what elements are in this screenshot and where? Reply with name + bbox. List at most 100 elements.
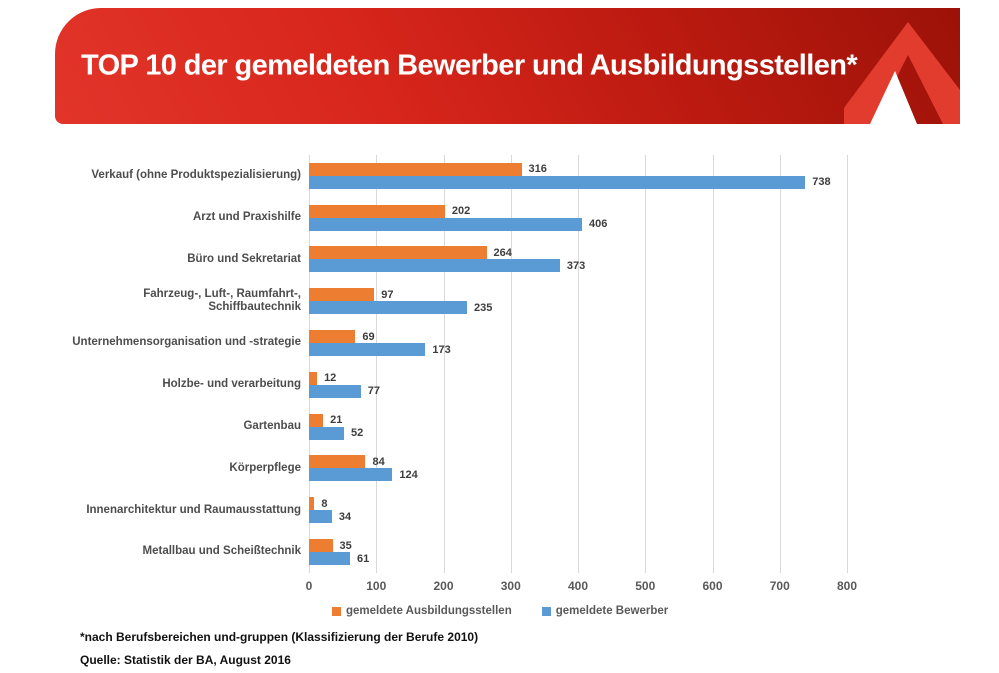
bar-ausbildungsstellen: 316: [309, 162, 547, 176]
category-row: Holzbe- und verarbeitung 12 77: [60, 364, 847, 406]
bar-value-label: 69: [362, 330, 375, 343]
bar-ausbildungsstellen: 264: [309, 246, 512, 260]
footnote-classification: *nach Berufsbereichen und-gruppen (Klass…: [80, 630, 479, 644]
legend-item: gemeldete Ausbildungsstellen: [332, 605, 512, 617]
category-row: Gartenbau 21 52: [60, 406, 847, 448]
x-axis-tick-label: 600: [702, 579, 723, 593]
gridline: [847, 155, 848, 573]
bar-ausbildungsstellen: 12: [309, 371, 336, 385]
category-bars: 264 373: [309, 239, 847, 281]
category-row: Arzt und Praxishilfe 202 406: [60, 197, 847, 239]
bar-value-label: 97: [381, 288, 394, 301]
bar-value-label: 738: [812, 176, 831, 189]
gridline: [376, 155, 378, 573]
bar-value-label: 316: [528, 163, 547, 176]
footnotes: *nach Berufsbereichen und-gruppen (Klass…: [80, 630, 478, 673]
bar-value-label: 235: [474, 301, 493, 314]
x-axis-tick-label: 200: [433, 579, 454, 593]
category-label: Gartenbau: [243, 420, 301, 433]
bar-bewerber: 77: [309, 384, 380, 398]
footnote-source: Quelle: Statistik der BA, August 2016: [80, 653, 291, 667]
category-bars: 316 738: [309, 155, 847, 197]
category-label: Körperpflege: [229, 461, 301, 474]
x-axis-tick-label: 400: [567, 579, 589, 593]
category-bars: 84 124: [309, 448, 847, 490]
x-axis-tick-label: 0: [305, 579, 313, 593]
bar-bewerber: 235: [309, 301, 492, 315]
legend-swatch-icon: [541, 606, 551, 616]
x-axis: 0 100 200 300 400 500 600 700 800: [305, 579, 857, 595]
bar-bewerber: 738: [309, 175, 831, 189]
gridline: [779, 155, 781, 573]
category-row: Unternehmensorganisation und -strategie 6…: [60, 322, 847, 364]
bar-value-label: 173: [432, 343, 451, 356]
bar-value-label: 35: [339, 539, 352, 552]
legend-label: gemeldete Ausbildungsstellen: [346, 605, 512, 617]
category-label: Arzt und Praxishilfe: [193, 211, 301, 224]
bar-value-label: 34: [338, 510, 352, 523]
gridline: [578, 155, 579, 573]
category-row: Verkauf (ohne Produktspezialisierung) 316…: [60, 155, 847, 197]
chart-plot-area: [309, 155, 848, 573]
bar-value-label: 264: [493, 246, 512, 259]
category-row: Fahrzeug-, Luft-, Raumfahrt-, Schiffbaut…: [60, 280, 847, 322]
legend-item: gemeldete Bewerber: [541, 605, 668, 617]
category-label: Holzbe- und verarbeitung: [162, 378, 301, 391]
header-banner: TOP 10 der gemeldeten Bewerber und Ausbi…: [55, 8, 960, 124]
bar-ausbildungsstellen: 8: [309, 497, 328, 511]
page-title: TOP 10 der gemeldeten Bewerber und Ausbi…: [81, 49, 858, 82]
bar-value-label: 61: [357, 552, 370, 565]
category-row: Metallbau und Scheißtechnik 35 61: [60, 531, 847, 573]
category-label: Metallbau und Scheißtechnik: [142, 545, 301, 558]
bar-value-label: 124: [399, 468, 418, 481]
bar-ausbildungsstellen: 35: [309, 539, 352, 553]
gridline: [645, 155, 647, 573]
category-row: Büro und Sekretariat 264 373: [60, 239, 847, 281]
bar-ausbildungsstellen: 202: [309, 204, 470, 218]
category-bars: 12 77: [309, 364, 847, 406]
category-label: Unternehmensorganisation und -strategie: [72, 336, 301, 349]
bar-value-label: 21: [330, 414, 343, 427]
bar-value-label: 8: [321, 497, 328, 510]
bar-chart: Verkauf (ohne Produktspezialisierung) 316…: [60, 155, 857, 655]
chart-legend: gemeldete Ausbildungsstellen gemeldete Be…: [332, 605, 698, 617]
category-bars: 97 235: [309, 280, 847, 322]
gridline: [309, 155, 310, 573]
category-label: Verkauf (ohne Produktspezialisierung): [91, 169, 301, 182]
bar-value-label: 406: [589, 218, 608, 231]
gridline: [510, 155, 512, 573]
x-axis-tick-label: 500: [635, 579, 656, 593]
bundesagentur-fuer-arbeit-logo-icon: [844, 22, 960, 124]
bar-bewerber: 406: [309, 217, 607, 231]
bar-value-label: 12: [324, 372, 337, 385]
bar-ausbildungsstellen: 84: [309, 455, 385, 469]
bar-value-label: 202: [451, 205, 471, 218]
category-label: Fahrzeug-, Luft-, Raumfahrt-, Schiffbaut…: [143, 288, 301, 314]
category-bars: 21 52: [309, 406, 847, 448]
bar-value-label: 77: [367, 385, 381, 398]
bar-bewerber: 124: [309, 468, 418, 482]
category-bars: 202 406: [309, 197, 847, 239]
category-label: Büro und Sekretariat: [187, 252, 301, 265]
category-bars: 8 34: [309, 489, 847, 531]
category-row: Körperpflege 84 124: [60, 448, 847, 490]
bar-value-label: 52: [350, 427, 364, 440]
category-bars: 35 61: [309, 531, 847, 573]
x-axis-tick-label: 100: [366, 579, 387, 593]
x-axis-tick-label: 800: [836, 579, 858, 593]
gridline: [443, 155, 445, 573]
bar-value-label: 373: [566, 259, 586, 272]
x-axis-tick-label: 700: [769, 579, 790, 593]
bar-ausbildungsstellen: 69: [309, 330, 375, 344]
bar-value-label: 84: [372, 455, 385, 468]
bar-bewerber: 173: [309, 343, 451, 357]
bar-bewerber: 61: [309, 552, 369, 566]
legend-swatch-icon: [332, 606, 341, 616]
category-label: Innenarchitektur und Raumausstattung: [86, 503, 301, 516]
gridline: [712, 155, 714, 573]
category-row: Innenarchitektur und Raumausstattung 8 34: [60, 489, 847, 531]
x-axis-tick-label: 300: [500, 579, 521, 593]
chart-rows: Verkauf (ohne Produktspezialisierung) 316…: [60, 155, 847, 573]
bar-bewerber: 52: [309, 426, 363, 440]
